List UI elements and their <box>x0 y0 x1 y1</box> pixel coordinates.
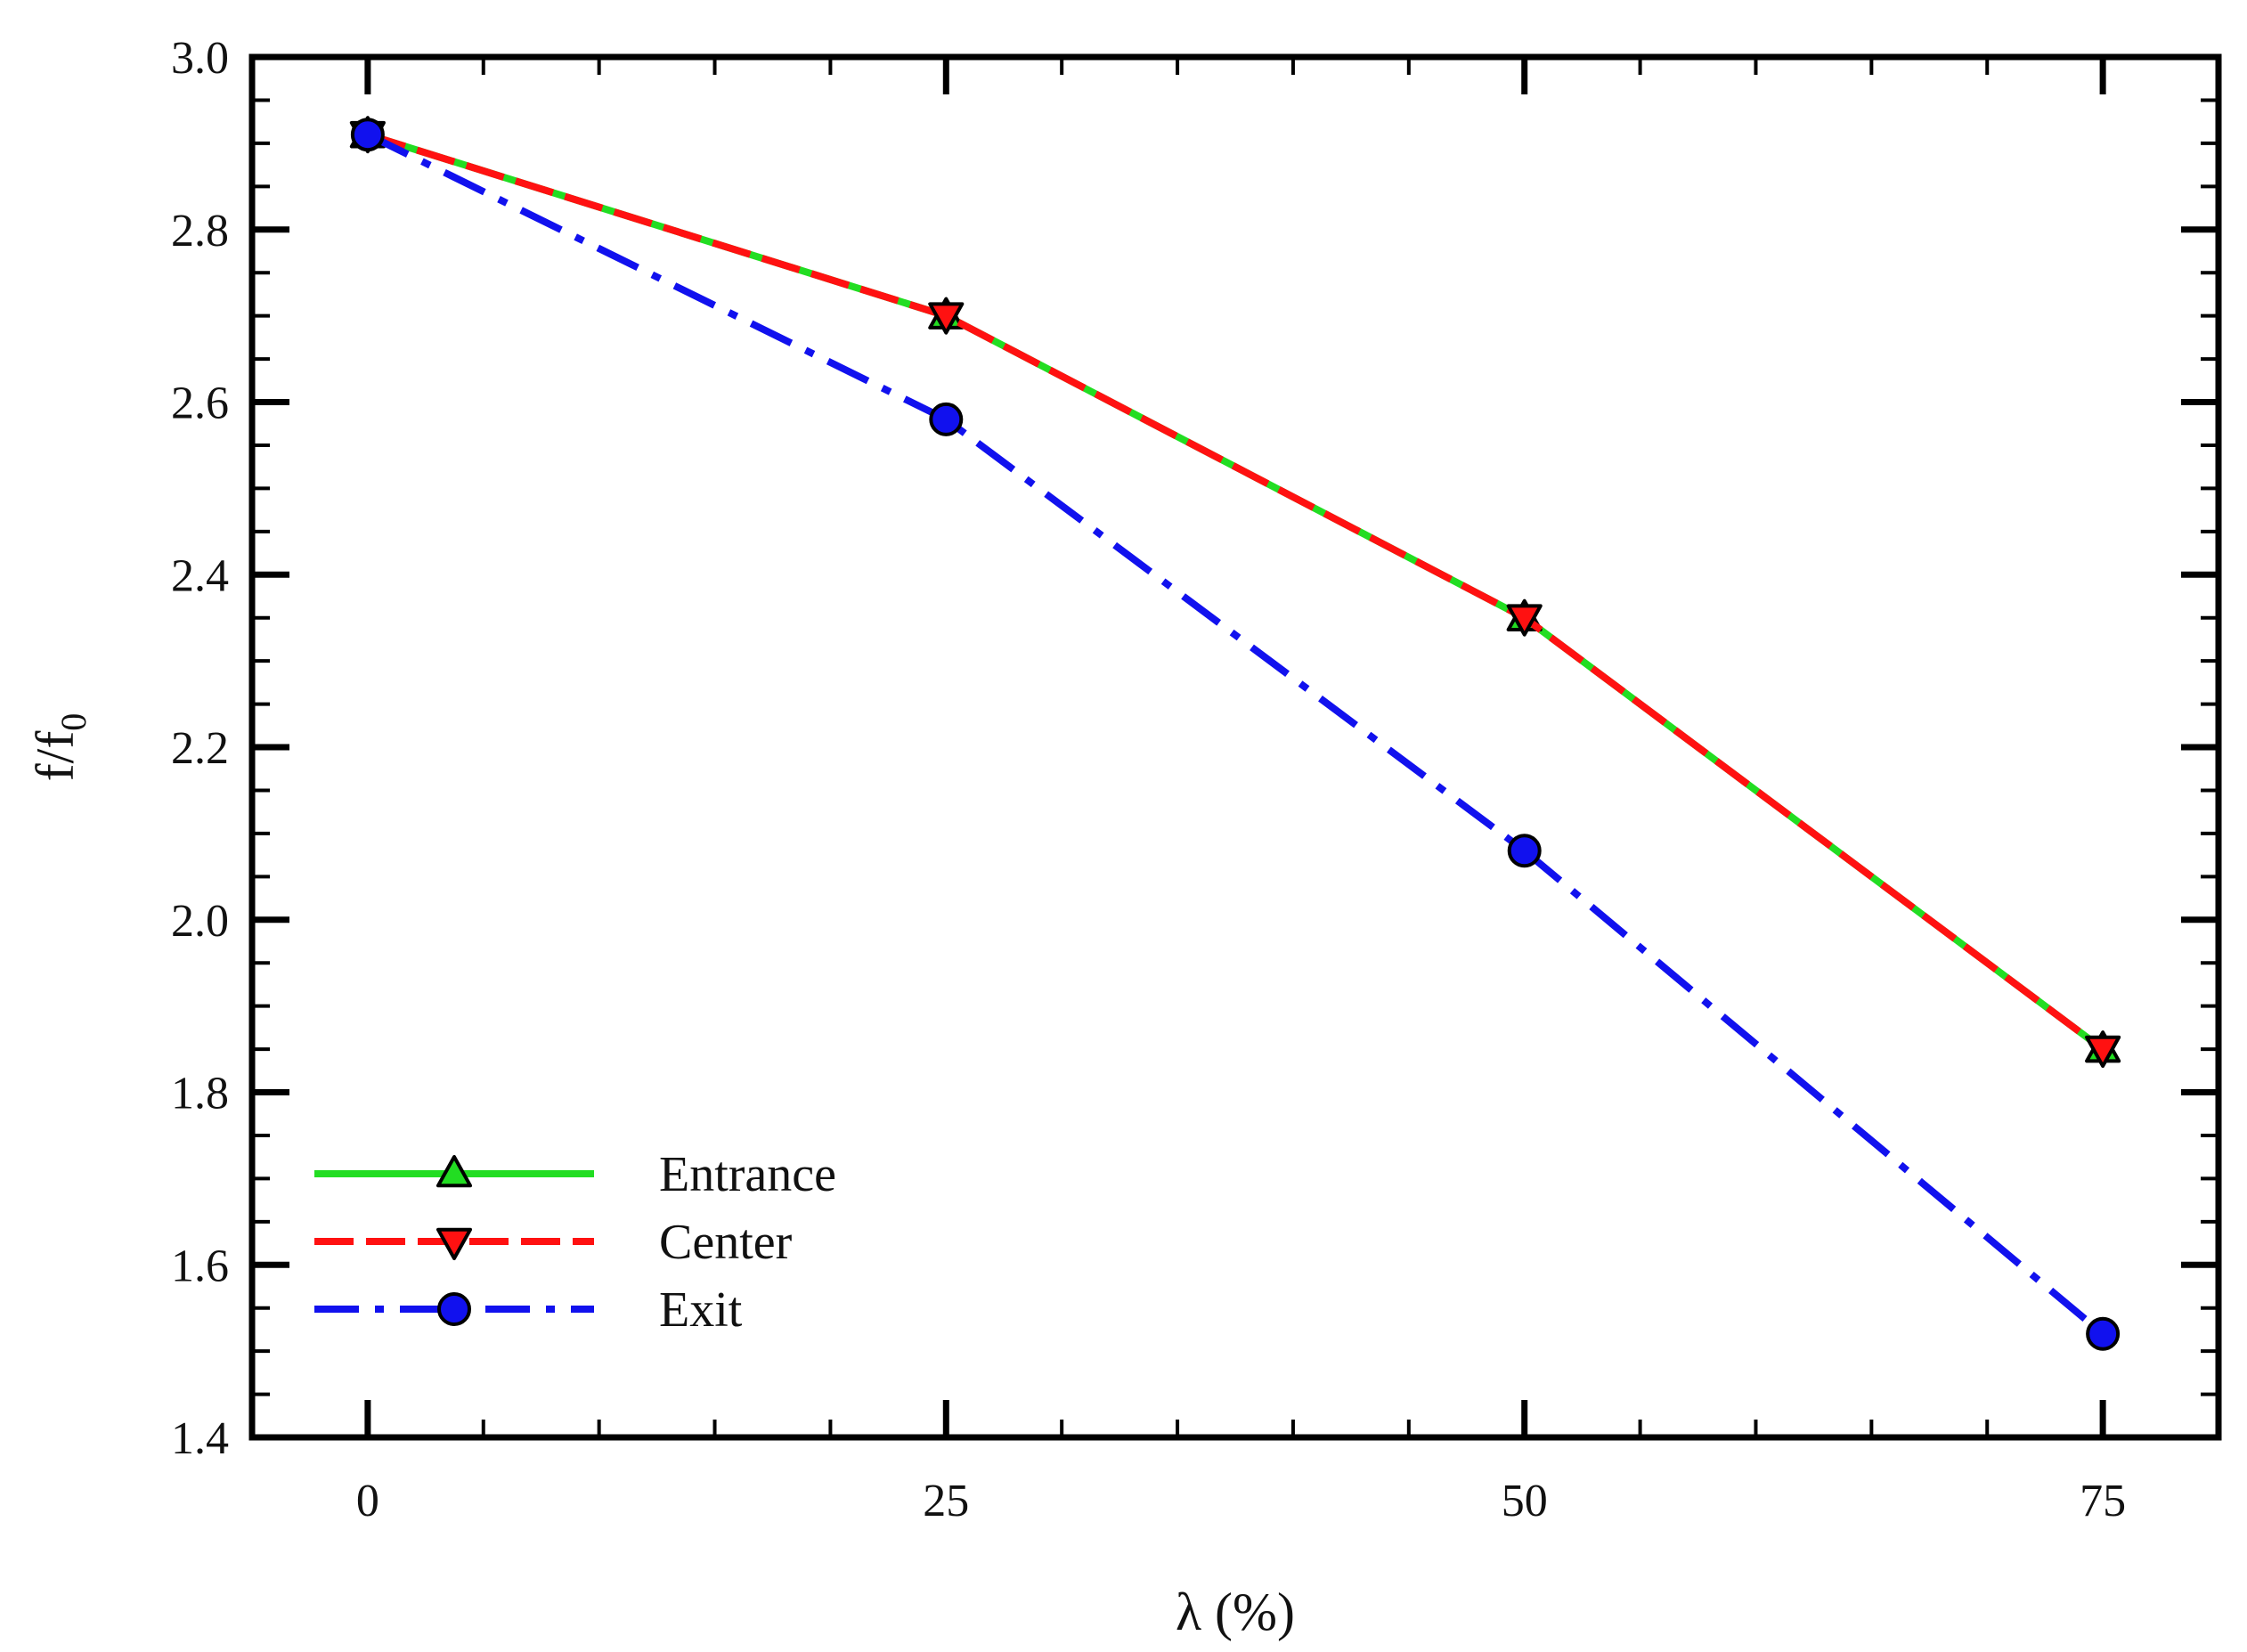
series-center <box>349 120 2121 1069</box>
data-point <box>2086 1316 2121 1351</box>
axis-ticks <box>250 53 2220 1441</box>
legend-marker <box>437 1292 471 1326</box>
x-tick-label: 50 <box>1502 1476 1548 1526</box>
series-group <box>349 116 2121 1351</box>
y-tick-label: 1.4 <box>171 1413 229 1464</box>
series-line <box>366 131 2105 1053</box>
data-point <box>928 302 965 335</box>
x-tick-label: 25 <box>923 1476 969 1526</box>
tick-labels: 0 25 50 75 1.4 1.6 1.8 2.0 2.2 2.4 2.6 2.8 3.0 <box>171 33 2126 1526</box>
y-tick-label: 1.6 <box>171 1241 229 1291</box>
series-line <box>366 131 2105 1053</box>
y-tick-label: 2.0 <box>171 896 229 947</box>
legend-item-exit: Exit <box>314 1282 743 1338</box>
y-tick-label: 1.8 <box>171 1069 229 1119</box>
legend-marker <box>436 1155 473 1188</box>
y-tick-label: 2.2 <box>171 723 229 774</box>
series-exit <box>350 118 2121 1351</box>
x-tick-label: 0 <box>356 1476 379 1526</box>
x-tick-label: 75 <box>2080 1476 2126 1526</box>
x-axis-title: λ (%) <box>1176 1583 1295 1641</box>
data-point <box>929 402 964 436</box>
y-axis-title-base: f/f <box>26 731 85 782</box>
y-tick-label: 2.6 <box>171 378 229 429</box>
y-tick-label: 2.8 <box>171 206 229 256</box>
legend-item-center: Center <box>314 1215 793 1270</box>
series-line <box>366 131 2105 1337</box>
data-point <box>2085 1035 2121 1069</box>
legend-label: Center <box>659 1215 793 1270</box>
y-axis-title-subscript: 0 <box>53 713 94 731</box>
plot-frame <box>248 53 2222 1441</box>
legend-label: Entrance <box>659 1147 836 1202</box>
legend: Entrance Center Exit <box>314 1147 836 1338</box>
y-tick-label: 2.4 <box>171 550 229 601</box>
data-point <box>1506 604 1543 637</box>
y-axis-title: f/f0 <box>26 713 94 782</box>
y-tick-label: 3.0 <box>171 33 229 84</box>
legend-item-entrance: Entrance <box>314 1147 836 1202</box>
data-point <box>1507 834 1542 868</box>
legend-marker <box>436 1227 473 1260</box>
legend-label: Exit <box>659 1282 743 1338</box>
data-point <box>350 118 385 152</box>
